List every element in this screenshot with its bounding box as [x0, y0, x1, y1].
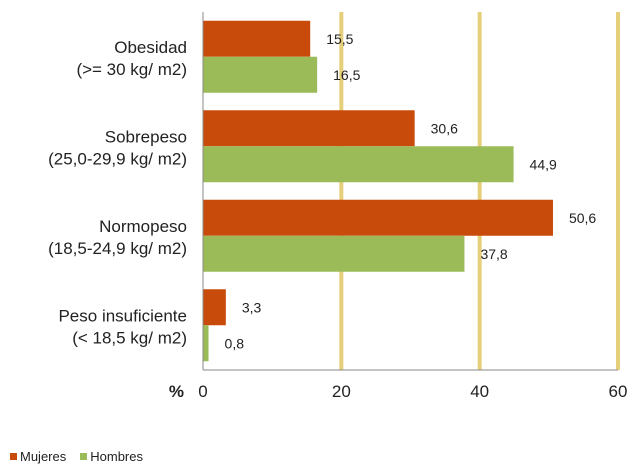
- legend-item-hombres: Hombres: [80, 449, 143, 464]
- category-label-1-line-0: Sobrepeso: [105, 127, 187, 146]
- bar-hombres-1: [203, 146, 514, 183]
- legend-swatch-hombres: [80, 453, 88, 460]
- bar-hombres-2: [203, 235, 465, 272]
- legend-item-mujeres: Mujeres: [10, 449, 66, 464]
- value-label-mujeres-3: 3,3: [242, 299, 262, 315]
- bar-hombres-3: [203, 325, 209, 362]
- category-label-0-line-0: Obesidad: [114, 38, 187, 57]
- x-tick-label-20: 20: [332, 382, 351, 401]
- legend-label-mujeres: Mujeres: [20, 449, 67, 464]
- value-label-mujeres-1: 30,6: [431, 120, 458, 136]
- category-label-1-line-1: (25,0-29,9 kg/ m2): [48, 149, 187, 168]
- bar-hombres-0: [203, 56, 318, 93]
- x-tick-label-40: 40: [470, 382, 489, 401]
- value-label-mujeres-2: 50,6: [569, 210, 596, 226]
- bar-mujeres-2: [203, 199, 553, 236]
- chart-legend: Mujeres Hombres: [10, 449, 143, 464]
- bar-mujeres-0: [203, 20, 311, 57]
- category-label-2-line-1: (18,5-24,9 kg/ m2): [48, 239, 187, 258]
- value-label-mujeres-0: 15,5: [326, 31, 353, 47]
- category-label-2-line-0: Normopeso: [99, 217, 187, 236]
- x-tick-label-60: 60: [609, 382, 628, 401]
- value-label-hombres-0: 16,5: [333, 67, 360, 83]
- x-tick-label-0: 0: [198, 382, 207, 401]
- category-label-3-line-1: (< 18,5 kg/ m2): [72, 328, 187, 347]
- category-label-3-line-0: Peso insuficiente: [58, 306, 187, 325]
- legend-swatch-mujeres: [10, 453, 17, 460]
- x-axis-unit-label: %: [169, 382, 184, 401]
- bar-mujeres-3: [203, 289, 226, 326]
- value-label-hombres-3: 0,8: [225, 335, 245, 351]
- category-label-0-line-1: (>= 30 kg/ m2): [76, 60, 187, 79]
- bar-mujeres-1: [203, 110, 415, 147]
- value-label-hombres-2: 37,8: [480, 246, 507, 262]
- legend-label-hombres: Hombres: [90, 449, 143, 464]
- value-label-hombres-1: 44,9: [530, 156, 557, 172]
